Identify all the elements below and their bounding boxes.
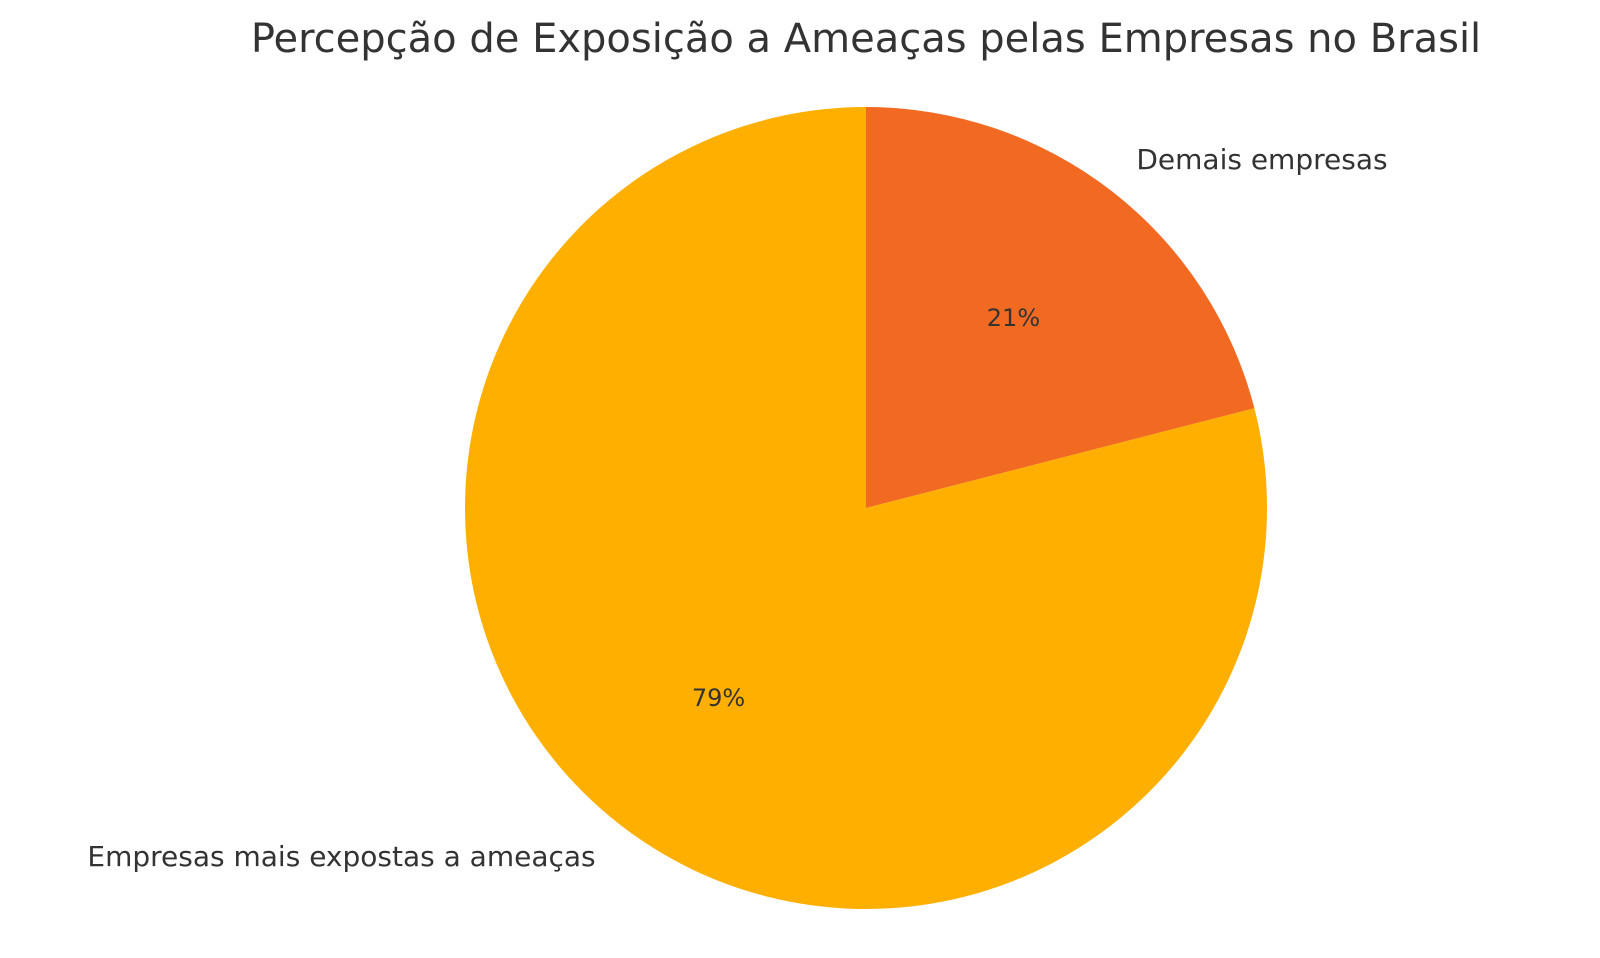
pie-labels: 21% Demais empresas 79% Empresas mais expos… [87,143,1387,873]
chart-title: Percepção de Exposição a Ameaças pelas E… [251,16,1481,62]
pie-slices [465,107,1267,910]
pie-slice-empresas-mais-expostas-a-ameacas [465,107,1267,910]
pie-category-label: Demais empresas [1136,143,1387,176]
pie-slice-demais-empresas [866,107,1255,508]
pie-percent-label: 79% [692,684,745,712]
pie-category-label: Empresas mais expostas a ameaças [87,840,595,873]
pie-percent-label: 21% [987,304,1040,332]
